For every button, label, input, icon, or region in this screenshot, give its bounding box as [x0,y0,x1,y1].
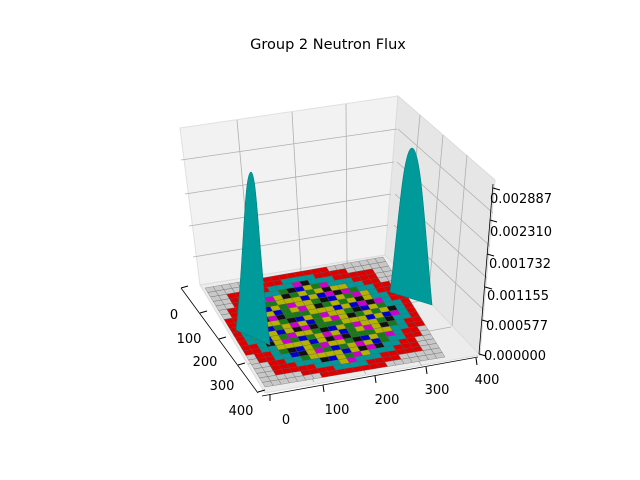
flux-tile [433,352,446,359]
back-pane-left [179,95,399,286]
x-tick-label: 200 [193,355,218,370]
axes-3d: 0 100 200 300 400 0 100 200 300 400 [170,94,552,428]
z-tick-label: 0.002310 [490,225,552,240]
y-tick-label: 0 [282,413,290,428]
x-tick-label: 100 [177,332,202,347]
flux-peak-left [235,171,271,346]
y-tick-label: 400 [475,373,500,388]
z-axis-line [478,183,494,355]
chart-title: Group 2 Neutron Flux [250,37,406,53]
x-tick-label: 300 [210,379,235,394]
z-tick-label: 0.001732 [489,257,551,272]
y-axis-line [261,356,479,397]
z-axis: 0.000000 0.000577 0.001155 0.001732 0.00… [478,183,552,364]
flux-peaks [235,147,433,346]
z-tick-label: 0.000000 [484,349,546,364]
z-tick-label: 0.001155 [487,289,549,304]
z-tick-label: 0.000577 [486,319,548,334]
x-tick-label: 0 [170,308,178,323]
x-axis-line [180,287,259,394]
flux-peak-right [389,147,433,306]
y-tick-label: 100 [325,403,350,418]
y-tick-label: 200 [375,393,400,408]
y-axis: 0 100 200 300 400 [261,356,500,428]
x-axis: 0 100 200 300 400 [170,285,266,419]
z-tick-label: 0.002887 [490,192,552,207]
y-tick-label: 300 [425,383,450,398]
x-tick-label: 400 [229,404,254,419]
